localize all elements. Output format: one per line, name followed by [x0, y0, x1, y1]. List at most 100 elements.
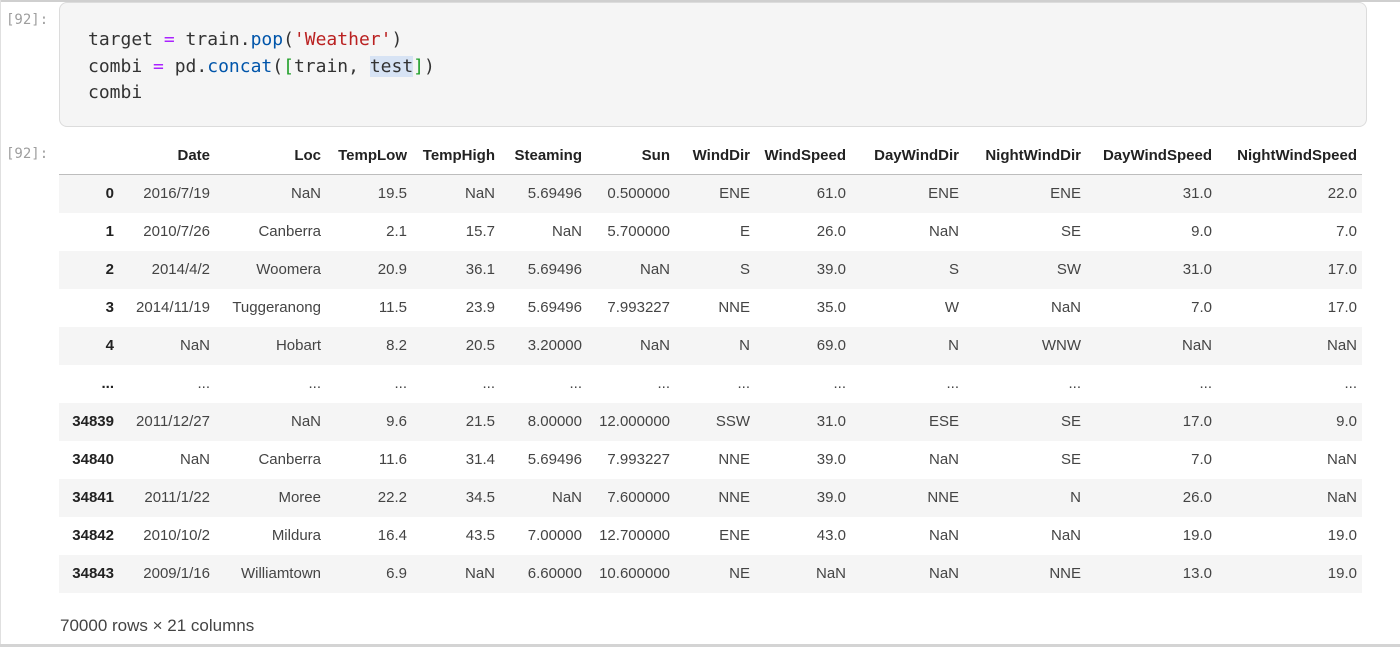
table-cell: 0.500000 [607, 185, 670, 203]
table-cell: SW [1056, 261, 1081, 278]
code-token: ) [424, 55, 435, 77]
table-cell: 31.0 [1182, 185, 1212, 203]
table-cell: 7.993227 [607, 451, 670, 468]
table-cell: ... [737, 375, 750, 392]
column-header: Steaming [500, 136, 587, 175]
table-cell: NaN [928, 223, 959, 240]
table-cell: ... [569, 375, 582, 392]
table-cell: NaN [815, 565, 846, 582]
column-header: DayWindSpeed [1086, 136, 1217, 175]
table-cell: SE [1060, 451, 1081, 468]
table-cell: ... [946, 375, 959, 392]
table-cell: ... [657, 375, 670, 392]
table-row: 1 2010/7/26 Canberra 2.1 15.7 NaN 5.700000 E 26.… [59, 212, 1362, 251]
row-index: 4 [105, 337, 114, 354]
table-cell: ... [833, 375, 846, 392]
table-cell: ... [1199, 375, 1212, 392]
table-cell: 39.0 [816, 489, 846, 506]
table-row: 34842 2010/10/2 Mildura 16.4 43.5 7.00000 12.7… [59, 516, 1362, 555]
table-cell: 23.9 [465, 299, 495, 316]
table-cell: 26.0 [1182, 489, 1212, 506]
code-token: ( [272, 55, 284, 77]
table-row: 2 2014/4/2 Woomera 20.9 36.1 5.69496 NaN S 39.0 S… [59, 250, 1362, 289]
table-body: 0 2016/7/19 NaN 19.5 NaN 5.69496 0.500000 ENE 61… [59, 174, 1362, 593]
table-cell: 7.600000 [607, 489, 670, 506]
table-cell: 7.0 [1191, 299, 1212, 316]
table-cell: ... [1344, 375, 1357, 392]
table-row: 0 2016/7/19 NaN 19.5 NaN 5.69496 0.500000 ENE 61… [59, 174, 1362, 213]
code-token-bracket: ] [413, 55, 425, 77]
table-row: ....................................... [59, 364, 1362, 403]
table-row: 34843 2009/1/16 Williamtown 6.9 NaN 6.60000 10… [59, 554, 1362, 593]
column-header: WindDir [675, 136, 755, 175]
table-cell: W [944, 299, 959, 316]
table-cell: NaN [290, 413, 321, 430]
code-token: pd. [163, 55, 208, 77]
row-index: 2 [105, 261, 114, 278]
table-cell: 9.6 [386, 413, 407, 430]
table-row: 34841 2011/1/22 Moree 22.2 34.5 NaN 7.600000 NN… [59, 478, 1362, 517]
table-cell: 20.5 [465, 337, 495, 354]
table-cell: 39.0 [816, 261, 846, 278]
table-header-row: Date Loc TempLow TempHigh Steaming Sun WindDir… [59, 136, 1362, 175]
table-cell: 2016/7/19 [143, 185, 210, 203]
table-cell: 61.0 [816, 185, 846, 203]
table-cell: NaN [551, 223, 582, 240]
table-cell: 6.60000 [527, 565, 582, 582]
table-cell: NNE [718, 451, 750, 468]
table-cell: NNE [927, 489, 959, 506]
table-cell: ... [394, 375, 407, 392]
column-header: DayWindDir [851, 136, 964, 175]
code-token: train. [174, 29, 251, 50]
column-header: Loc [215, 136, 326, 175]
table-row: 34839 2011/12/27 NaN 9.6 21.5 8.00000 12.00000… [59, 402, 1362, 441]
dataframe-shape-note: 70000 rows × 21 columns [60, 616, 255, 635]
table-cell: ... [1068, 375, 1081, 392]
table-cell: 7.00000 [527, 527, 582, 544]
table-cell: 2014/11/19 [136, 299, 210, 316]
input-prompt: [92]: [6, 12, 49, 28]
table-cell: 2014/4/2 [151, 261, 210, 278]
table-cell: NaN [1181, 337, 1212, 354]
table-row: 3 2014/11/19 Tuggeranong 11.5 23.9 5.69496 7.9… [59, 288, 1362, 327]
table-cell: NaN [928, 527, 959, 544]
table-cell: 31.4 [465, 451, 495, 468]
column-header: NightWindSpeed [1217, 136, 1362, 175]
table-cell: Tuggeranong [232, 299, 321, 316]
table-cell: 69.0 [816, 337, 846, 354]
code-token: combi [88, 55, 154, 77]
table-cell: 35.0 [816, 299, 846, 316]
table-cell: Woomera [256, 261, 321, 278]
table-cell: 15.7 [465, 223, 495, 240]
code-token-string: 'Weather' [293, 29, 392, 50]
code-token: ) [391, 29, 403, 50]
table-cell: 43.5 [465, 527, 495, 544]
table-cell: NaN [1326, 489, 1357, 506]
table-cell: Moree [278, 489, 321, 506]
table-cell: NaN [464, 565, 495, 582]
code-token-operator: = [153, 55, 164, 77]
table-cell: 11.5 [378, 299, 407, 316]
table-cell: 19.0 [1327, 565, 1357, 582]
row-index: 0 [105, 185, 114, 203]
code-token-selected: test [369, 55, 414, 77]
table-cell: 43.0 [816, 527, 846, 544]
table-cell: ESE [928, 413, 959, 430]
code-cell-editor[interactable]: target = train.pop('Weather') combi = pd… [59, 2, 1367, 127]
table-cell: 8.2 [386, 337, 407, 354]
table-cell: NaN [1050, 527, 1081, 544]
table-cell: Hobart [275, 337, 321, 354]
table-cell: ENE [719, 185, 750, 203]
table-cell: S [948, 261, 959, 278]
row-index: 34841 [72, 489, 114, 506]
code-token: combi [88, 82, 143, 103]
code-token-bracket: [ [283, 55, 294, 77]
code-text[interactable]: target = train.pop('Weather') combi = pd… [88, 27, 435, 107]
table-cell: NE [729, 565, 750, 582]
table-cell: 7.993227 [607, 299, 670, 316]
row-index: 34842 [72, 527, 114, 544]
output-prompt: [92]: [6, 146, 49, 162]
table-cell: ENE [719, 527, 750, 544]
table-cell: 19.0 [1182, 527, 1212, 544]
table-cell: NaN [1326, 337, 1357, 354]
